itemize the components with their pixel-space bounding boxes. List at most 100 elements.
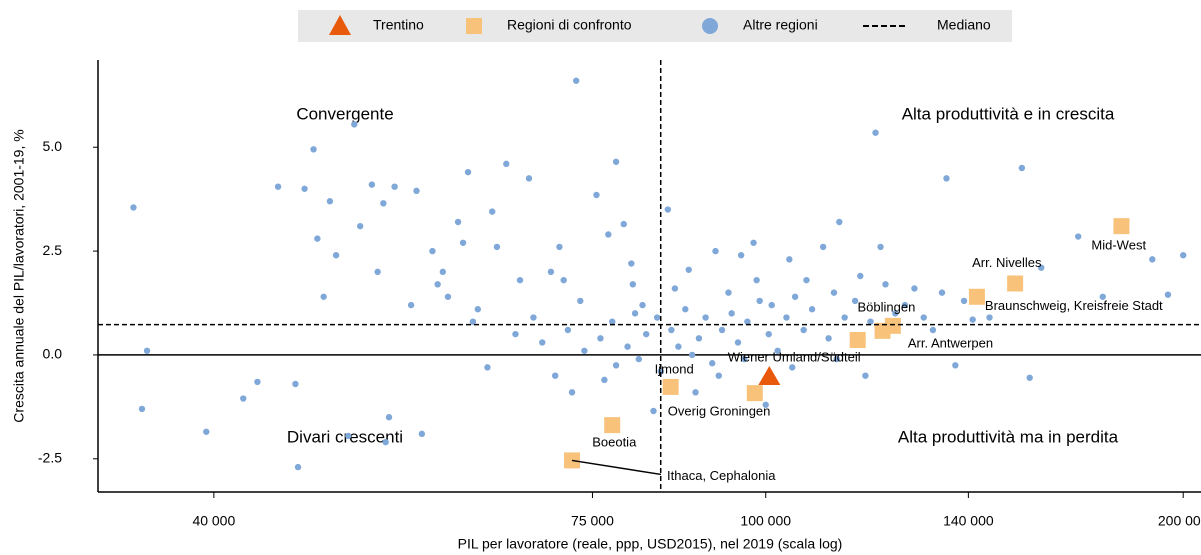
point: [986, 314, 993, 321]
point: [877, 243, 884, 251]
point: [657, 368, 664, 375]
point: [382, 438, 389, 446]
point: [577, 297, 584, 305]
point-label: Böblingen: [858, 299, 916, 314]
point: [756, 297, 763, 305]
point: [650, 407, 657, 415]
point: [675, 343, 682, 350]
point-label: Boeotia: [592, 435, 637, 450]
point: [695, 335, 703, 342]
point: [314, 235, 321, 242]
point: [1038, 264, 1045, 271]
point: [560, 276, 567, 284]
point: [292, 380, 299, 388]
point: [786, 256, 793, 263]
point: [489, 208, 496, 215]
point: [685, 266, 692, 273]
point: [671, 285, 679, 292]
legend-marker: [466, 18, 482, 34]
point: [612, 362, 620, 369]
point: [960, 297, 968, 305]
legend-marker: [329, 15, 351, 35]
point: [901, 301, 909, 309]
point-label: Braunschweig, Kreisfreie Stadt: [985, 298, 1163, 313]
point: [709, 360, 716, 367]
point: [768, 301, 775, 309]
point: [143, 347, 151, 354]
point: [753, 276, 760, 284]
point: [1149, 256, 1156, 263]
point: [459, 239, 467, 246]
point: [702, 314, 709, 321]
point: [572, 77, 580, 84]
point: [609, 318, 616, 325]
point: [808, 306, 816, 313]
point: [274, 183, 282, 190]
legend-label: Altre regioni: [743, 17, 818, 33]
point: [682, 306, 689, 313]
point-label: Ijmond: [655, 361, 694, 376]
x-axis-title: PIL per lavoratore (reale, ppp, USD2015)…: [458, 536, 843, 552]
point: [631, 310, 639, 317]
point: [803, 276, 810, 284]
point: [635, 355, 643, 363]
point: [929, 326, 937, 334]
point: [407, 301, 415, 309]
point: [737, 252, 745, 259]
point: [1099, 293, 1106, 300]
point: [418, 430, 426, 438]
point: [345, 432, 352, 440]
point: [380, 200, 387, 207]
point: [969, 316, 976, 323]
legend-label: Mediano: [937, 17, 991, 33]
point: [765, 330, 772, 338]
point: [744, 318, 751, 325]
point: [413, 187, 420, 195]
point: [203, 428, 210, 435]
point: [385, 414, 393, 421]
point-label: Arr. Antwerpen: [908, 335, 993, 350]
point: [368, 181, 376, 188]
point: [294, 463, 302, 471]
x-tick-label: 40 000: [192, 513, 235, 529]
point: [1113, 218, 1130, 235]
point: [1164, 291, 1172, 298]
point: [568, 389, 576, 396]
point: [653, 314, 661, 321]
point: [857, 272, 864, 280]
point: [604, 417, 621, 434]
point: [551, 372, 559, 379]
x-tick-label: 100 000: [740, 513, 791, 529]
point: [830, 289, 838, 296]
point: [597, 335, 604, 342]
point: [503, 160, 510, 168]
point: [301, 185, 308, 192]
point: [1018, 164, 1026, 172]
point: [620, 220, 627, 228]
point: [530, 314, 537, 321]
point: [968, 288, 985, 305]
point: [725, 289, 732, 296]
point: [911, 285, 918, 292]
point: [581, 347, 588, 354]
point: [746, 385, 763, 402]
point: [836, 218, 843, 226]
point: [712, 247, 719, 255]
point: [240, 395, 247, 402]
point: [564, 326, 572, 334]
point: [718, 326, 726, 334]
point: [254, 378, 261, 386]
point: [464, 168, 472, 176]
legend-label: Regioni di confronto: [507, 17, 632, 33]
point: [952, 362, 959, 369]
leader-line: [571, 459, 662, 476]
point: [643, 330, 650, 338]
point: [351, 121, 358, 128]
point: [593, 191, 600, 199]
point: [605, 231, 612, 238]
point: [774, 347, 781, 354]
point: [547, 268, 555, 276]
point: [892, 310, 899, 317]
y-tick-label: 2.5: [43, 242, 63, 258]
